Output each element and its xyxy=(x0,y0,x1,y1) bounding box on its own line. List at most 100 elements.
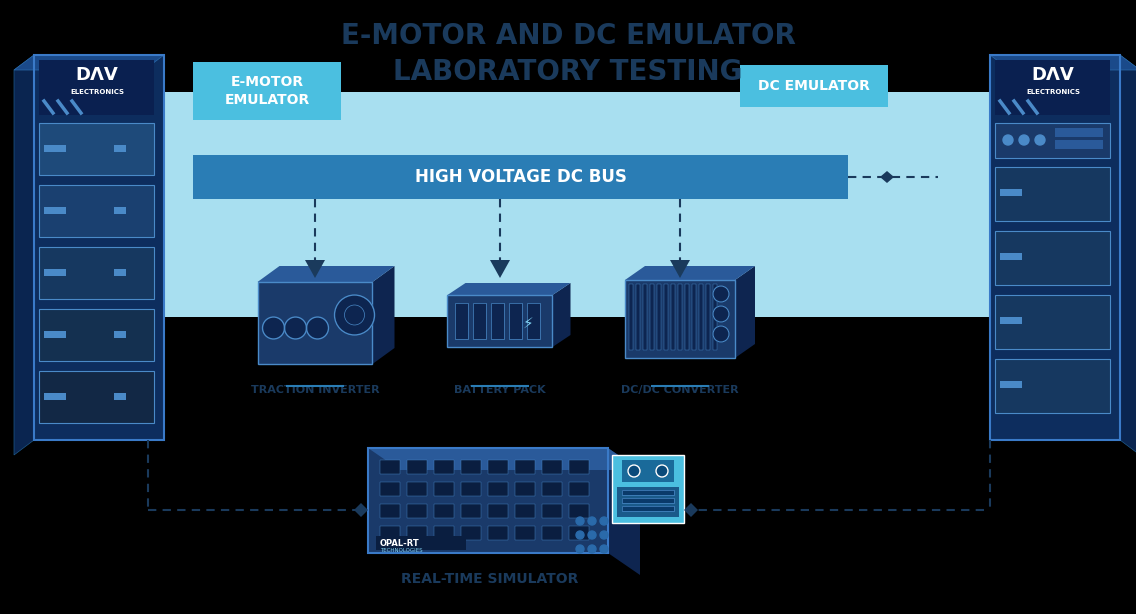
Bar xyxy=(569,504,588,518)
Bar xyxy=(643,284,648,350)
Bar xyxy=(488,526,508,540)
Bar xyxy=(39,60,154,115)
Bar xyxy=(434,460,454,474)
Bar xyxy=(515,482,535,496)
Bar xyxy=(258,282,373,364)
Bar xyxy=(989,55,1120,440)
Circle shape xyxy=(1019,135,1029,145)
Bar xyxy=(474,303,486,339)
Bar xyxy=(461,526,481,540)
Bar xyxy=(39,371,154,423)
Bar xyxy=(381,482,400,496)
Bar xyxy=(569,482,588,496)
Circle shape xyxy=(1035,135,1045,145)
Bar xyxy=(381,526,400,540)
Bar xyxy=(434,482,454,496)
Bar xyxy=(44,331,66,338)
Polygon shape xyxy=(608,448,640,575)
Bar xyxy=(713,284,717,350)
Bar xyxy=(381,504,400,518)
Bar xyxy=(713,284,717,350)
Bar xyxy=(665,284,668,350)
Bar xyxy=(34,55,164,440)
Polygon shape xyxy=(684,503,698,517)
Bar xyxy=(434,504,454,518)
Polygon shape xyxy=(989,55,1136,70)
Bar xyxy=(657,284,661,350)
Bar xyxy=(569,482,588,496)
Bar xyxy=(114,145,126,152)
Bar xyxy=(434,526,454,540)
Bar xyxy=(510,303,523,339)
Bar xyxy=(623,506,674,511)
Polygon shape xyxy=(258,266,394,282)
Bar xyxy=(114,207,126,214)
Polygon shape xyxy=(354,503,368,517)
Bar xyxy=(376,536,466,550)
Circle shape xyxy=(588,531,596,539)
Bar xyxy=(636,284,640,350)
Bar xyxy=(995,167,1110,221)
Circle shape xyxy=(600,531,608,539)
Bar xyxy=(461,460,481,474)
Bar xyxy=(625,280,735,358)
Bar xyxy=(542,526,562,540)
Text: DC/DC CONVERTER: DC/DC CONVERTER xyxy=(621,385,738,395)
Bar xyxy=(542,482,562,496)
Bar xyxy=(623,498,674,503)
Bar xyxy=(1000,189,1022,196)
Text: ELECTRONICS: ELECTRONICS xyxy=(1026,89,1080,95)
Bar xyxy=(461,482,481,496)
Bar xyxy=(114,393,126,400)
Bar xyxy=(665,284,668,350)
Bar xyxy=(515,460,535,474)
Circle shape xyxy=(600,517,608,525)
Polygon shape xyxy=(304,260,325,278)
Bar xyxy=(995,60,1110,115)
Bar xyxy=(612,455,684,523)
Bar xyxy=(510,303,523,339)
Bar xyxy=(381,460,400,474)
Bar xyxy=(39,123,154,175)
Bar xyxy=(995,231,1110,285)
Circle shape xyxy=(576,545,584,553)
Bar xyxy=(1055,140,1103,149)
Bar xyxy=(407,526,427,540)
Bar xyxy=(569,460,588,474)
Bar xyxy=(685,284,690,350)
Bar xyxy=(515,526,535,540)
Text: HIGH VOLTAGE DC BUS: HIGH VOLTAGE DC BUS xyxy=(415,168,626,186)
Bar xyxy=(995,167,1110,221)
Bar xyxy=(434,482,454,496)
Bar xyxy=(657,284,661,350)
Bar xyxy=(692,284,696,350)
Bar xyxy=(569,504,588,518)
Bar xyxy=(488,460,508,474)
Circle shape xyxy=(262,317,284,339)
Bar xyxy=(39,247,154,299)
Bar xyxy=(995,295,1110,349)
Bar xyxy=(39,247,154,299)
Bar xyxy=(705,284,710,350)
Text: TECHNOLOGIES: TECHNOLOGIES xyxy=(381,548,423,553)
Bar xyxy=(995,123,1110,158)
Bar xyxy=(461,526,481,540)
Polygon shape xyxy=(625,266,755,280)
Bar xyxy=(474,303,486,339)
Bar xyxy=(699,284,703,350)
Circle shape xyxy=(713,326,729,342)
Circle shape xyxy=(334,295,375,335)
Bar xyxy=(448,295,552,347)
Bar xyxy=(1000,253,1022,260)
Polygon shape xyxy=(552,283,570,347)
Text: DΛV: DΛV xyxy=(76,66,118,84)
Text: DΛV: DΛV xyxy=(1031,66,1075,84)
Bar xyxy=(542,504,562,518)
Polygon shape xyxy=(490,260,510,278)
Bar xyxy=(407,504,427,518)
Bar xyxy=(650,284,654,350)
Bar xyxy=(407,482,427,496)
Bar xyxy=(39,309,154,361)
Bar xyxy=(623,490,674,495)
Bar xyxy=(678,284,682,350)
